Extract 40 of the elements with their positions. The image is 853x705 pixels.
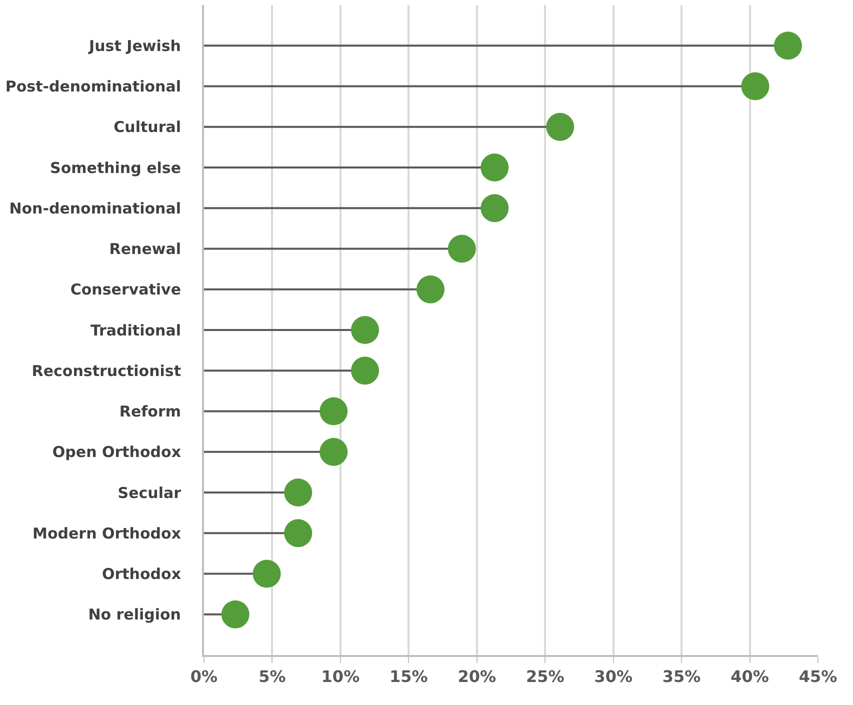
point xyxy=(284,478,312,506)
point xyxy=(320,438,348,466)
point xyxy=(284,519,312,548)
y-tick-label: Non-denominational xyxy=(9,199,181,218)
y-tick-label: Something else xyxy=(50,158,181,177)
x-tick-label: 15% xyxy=(390,667,428,686)
y-tick-label: Renewal xyxy=(109,240,181,258)
point xyxy=(252,560,281,588)
point xyxy=(351,316,379,344)
point xyxy=(480,154,509,182)
point xyxy=(546,112,574,141)
point xyxy=(416,275,444,304)
y-tick-label: No religion xyxy=(88,606,181,624)
point xyxy=(351,356,379,385)
point xyxy=(480,194,509,222)
y-tick-label: Cultural xyxy=(114,118,181,136)
y-tick-label: Open Orthodox xyxy=(52,443,182,462)
x-tick-label: 5% xyxy=(258,667,286,686)
y-tick-label: Reform xyxy=(119,402,181,420)
y-tick-label: Conservative xyxy=(70,280,181,299)
point xyxy=(448,234,476,263)
x-tick-label: 35% xyxy=(662,667,701,686)
y-tick-label: Just Jewish xyxy=(88,36,181,55)
y-tick-label: Reconstructionist xyxy=(32,362,181,380)
y-tick-label: Traditional xyxy=(90,321,181,340)
x-tick-label: 45% xyxy=(798,667,838,686)
point xyxy=(774,32,802,60)
point xyxy=(320,397,348,426)
x-tick-label: 25% xyxy=(526,667,564,686)
point xyxy=(221,600,250,628)
point xyxy=(741,72,770,100)
y-tick-label: Modern Orthodox xyxy=(32,524,182,542)
x-tick-label: 10% xyxy=(321,667,360,686)
y-tick-label: Post-denominational xyxy=(5,78,181,96)
y-tick-label: Orthodox xyxy=(102,565,182,583)
x-tick-label: 40% xyxy=(730,667,769,686)
x-tick-label: 30% xyxy=(594,667,632,686)
x-tick-label: 20% xyxy=(458,667,496,686)
x-tick-label: 0% xyxy=(190,667,218,686)
y-tick-label: Secular xyxy=(118,484,182,502)
